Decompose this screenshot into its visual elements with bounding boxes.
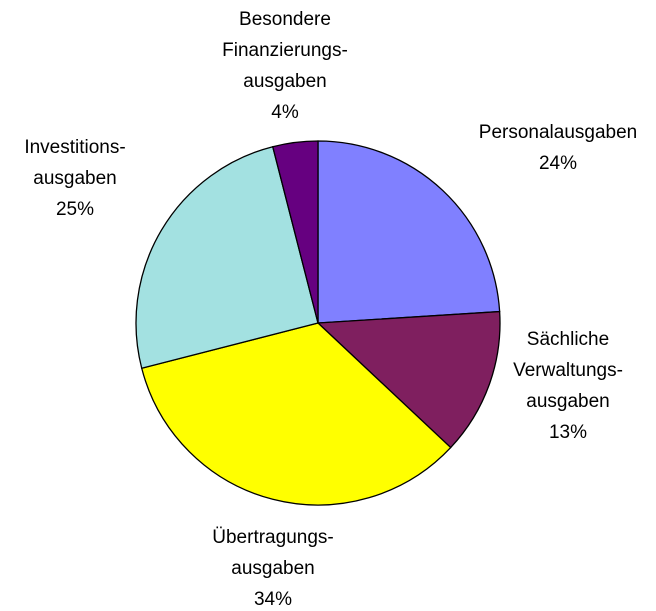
pie-slice: [135, 145, 319, 370]
slice-label: Finanzierungs-: [222, 40, 348, 61]
slice-label: ausgaben: [231, 558, 314, 579]
slice-label: ausgaben: [33, 168, 116, 189]
slice-value-label: 24%: [539, 153, 577, 174]
slice-label: Investitions-: [24, 137, 125, 158]
slice-value-label: 25%: [56, 199, 94, 220]
slice-label: Personalausgaben: [479, 122, 637, 143]
pie-slice: [271, 140, 319, 324]
slice-label: Übertragungs-: [212, 527, 333, 548]
slice-label: ausgaben: [526, 391, 609, 412]
slice-value-label: 4%: [271, 102, 299, 123]
pie-slice: [140, 322, 452, 506]
slice-value-label: 13%: [549, 422, 587, 443]
slice-label: Besondere: [239, 9, 331, 30]
slice-label: ausgaben: [243, 71, 326, 92]
slice-value-label: 34%: [254, 589, 292, 606]
pie-slice: [317, 140, 501, 324]
slice-label: Verwaltungs-: [513, 360, 623, 381]
pie-slice: [316, 310, 501, 449]
slice-label: Sächliche: [527, 329, 609, 350]
